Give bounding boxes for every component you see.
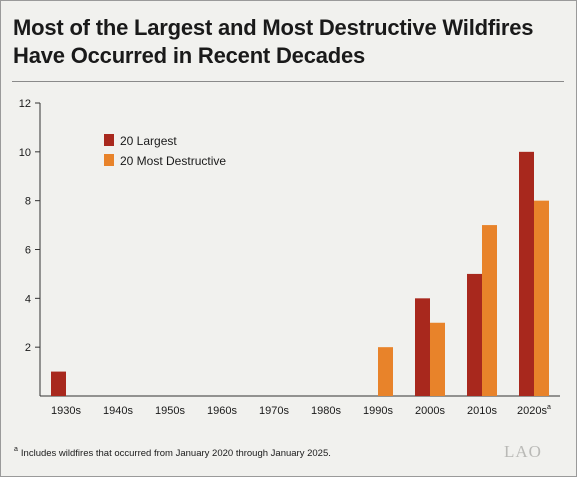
- x-tick-label: 2010s: [467, 405, 497, 417]
- x-tick-label: 2020sa: [517, 404, 551, 417]
- legend-swatch: [104, 134, 114, 146]
- chart-title: Most of the Largest and Most Destructive…: [13, 14, 563, 70]
- bar-most-destructive-2010s: [482, 225, 497, 396]
- bar-largest-2000s: [415, 298, 430, 396]
- title-line-2: Have Occurred in Recent Decades: [13, 43, 366, 68]
- y-tick-label: 6: [25, 245, 31, 257]
- x-tick-label: 1990s: [363, 405, 393, 417]
- x-tick-label: 1980s: [311, 405, 341, 417]
- bar-most-destructive-1990s: [378, 347, 393, 396]
- footnote-text: Includes wildfires that occurred from Ja…: [20, 448, 331, 460]
- legend-label: 20 Most Destructive: [120, 154, 226, 168]
- legend-swatch: [104, 154, 114, 166]
- y-tick-label: 4: [25, 293, 31, 305]
- footnote: a Includes wildfires that occurred from J…: [14, 446, 331, 460]
- bar-largest-2020s: [519, 151, 534, 396]
- bar-largest-1930s: [51, 371, 66, 396]
- y-tick-label: 8: [25, 196, 31, 208]
- y-tick-label: 10: [19, 147, 31, 159]
- title-divider: [12, 81, 564, 82]
- x-tick-label: 1970s: [259, 405, 289, 417]
- x-tick-label: 1960s: [207, 405, 237, 417]
- bar-largest-2010s: [467, 273, 482, 396]
- y-tick-label: 12: [19, 98, 31, 110]
- footnote-marker: a: [14, 446, 18, 453]
- y-tick-label: 2: [25, 342, 31, 354]
- x-tick-label: 1940s: [103, 405, 133, 417]
- legend-label: 20 Largest: [120, 134, 177, 148]
- bar-most-destructive-2020s: [534, 200, 549, 396]
- x-tick-superscript: a: [547, 404, 551, 411]
- lao-logo: LAO: [504, 442, 542, 461]
- x-tick-label: 2000s: [415, 405, 445, 417]
- title-line-1: Most of the Largest and Most Destructive…: [13, 15, 534, 40]
- bar-most-destructive-2000s: [430, 322, 445, 396]
- x-tick-label: 1930s: [51, 405, 81, 417]
- x-tick-label: 1950s: [155, 405, 185, 417]
